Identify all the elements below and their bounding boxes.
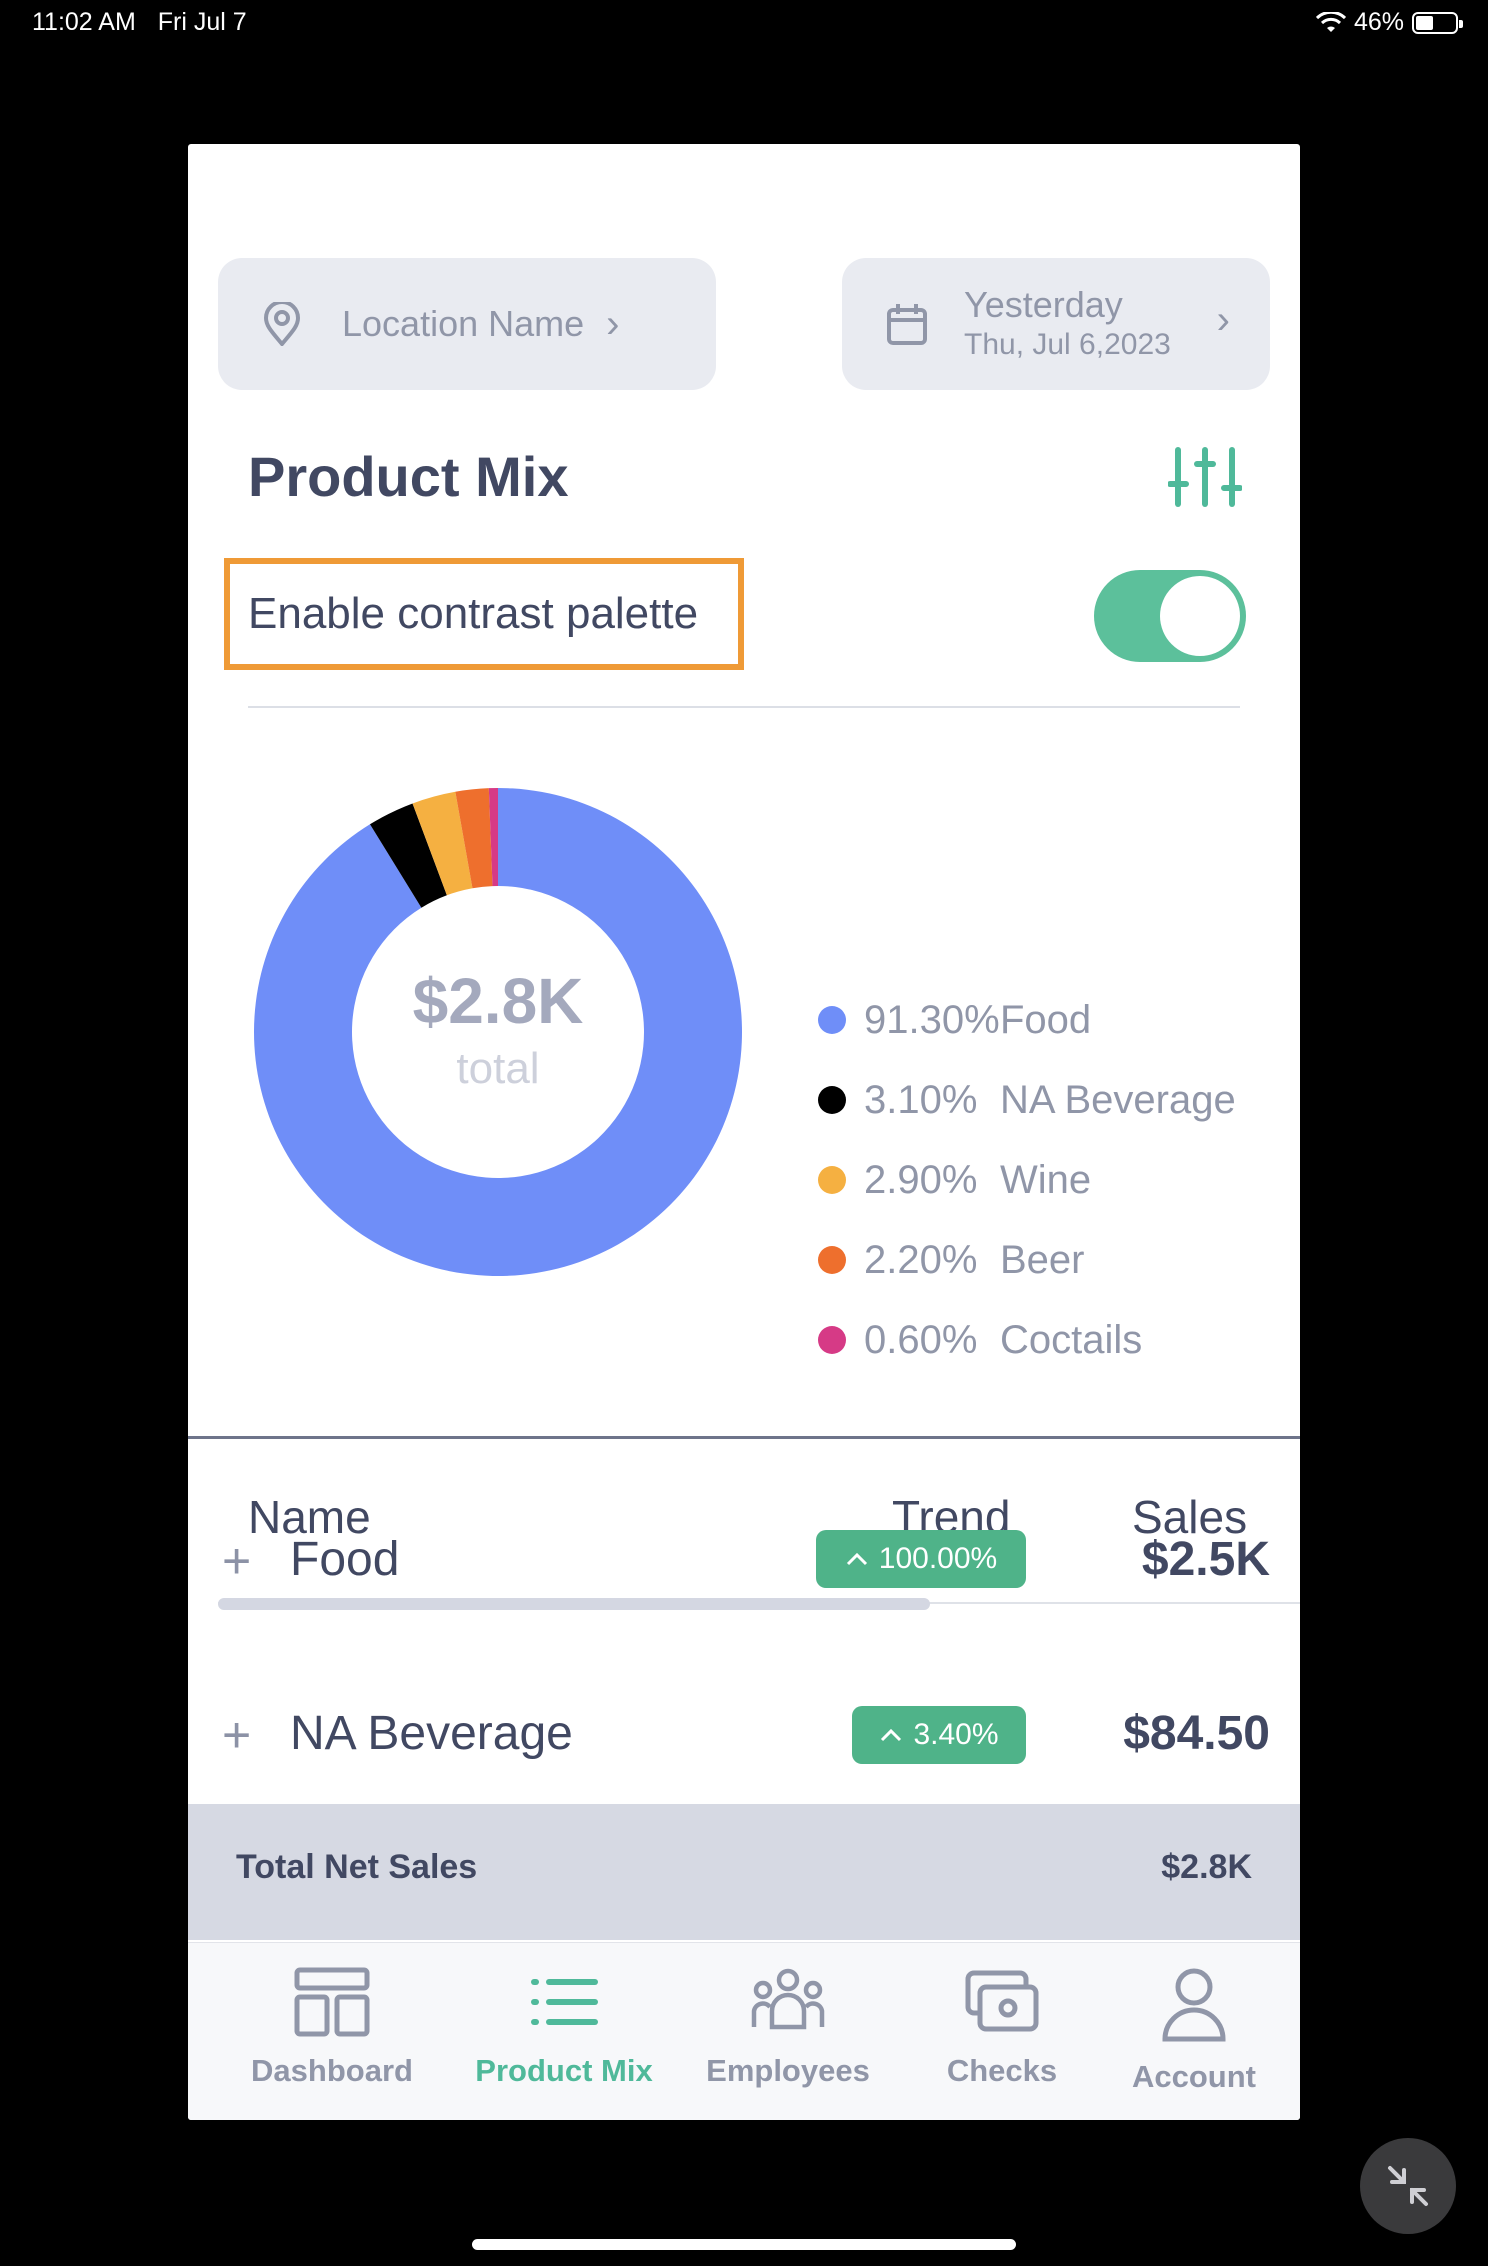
page-title: Product Mix [248,445,569,508]
table-row[interactable]: + Food 100.00% $2.5K [188,1488,1300,1628]
donut-total-value: $2.8K [412,965,584,1037]
list-icon [531,1979,598,2025]
employees-icon [751,1968,825,2030]
legend-item: 91.30% Food [818,980,1236,1060]
legend-percent: 2.20% [864,1237,978,1282]
legend-dot [818,1006,846,1034]
total-net-sales-bar: Total Net Sales $2.8K [188,1804,1300,1940]
battery-percent: 46% [1353,8,1404,36]
contrast-palette-toggle[interactable] [1094,570,1246,662]
legend-name: Food [1000,997,1092,1042]
column-header-name[interactable]: Name [248,1491,371,1543]
trend-value: 3.40% [913,1718,999,1751]
legend-name: Coctails [1000,1317,1143,1362]
status-bar-left: 11:02 AM Fri Jul 7 [32,8,247,37]
trend-value: 100.00% [878,1542,998,1575]
expand-plus-icon[interactable]: + [222,1707,252,1763]
tab-product-mix[interactable]: Product Mix [464,1943,664,2120]
location-selector[interactable]: Location Name › [218,258,716,390]
toggle-knob [1160,576,1240,656]
row-name: Food [290,1533,400,1586]
donut-segment-na-beverage [369,803,447,908]
row-sales: $2.5K [1141,1533,1270,1586]
divider [248,706,1240,708]
legend-dot [818,1246,846,1274]
legend-name: Wine [1000,1157,1092,1202]
contrast-palette-label: Enable contrast palette [248,589,699,638]
legend-item: 2.20% Beer [818,1220,1236,1300]
table-header-divider [188,1436,1300,1439]
status-time: 11:02 AM [32,8,136,36]
date-selector[interactable]: Yesterday Thu, Jul 6,2023 › [842,258,1270,390]
chevron-right-icon: › [606,301,620,346]
donut-legend: 91.30% Food 3.10% NA Beverage 2.90% Wine 2.… [818,980,1236,1380]
status-bar-right: 46% [1315,8,1463,37]
collapse-arrows-icon [1388,2166,1428,2206]
tab-employees[interactable]: Employees [702,1943,874,2120]
donut-chart [254,788,742,1276]
donut-segment-coctails [488,788,498,887]
status-date: Fri Jul 7 [157,8,247,36]
minimize-button[interactable] [1360,2138,1456,2234]
total-net-sales-value: $2.8K [1161,1848,1252,1886]
donut-segment-beer [455,788,493,889]
sales-share-bar [218,1598,930,1610]
trend-badge: 100.00% [816,1530,1026,1588]
location-label: Location Name [342,303,585,344]
tab-label: Account [1132,2059,1256,2094]
tab-account[interactable]: Account [1104,1943,1284,2120]
chevron-right-icon: › [1216,298,1230,342]
legend-name: Beer [1000,1237,1085,1282]
trend-up-icon [846,1552,867,1566]
legend-name: NA Beverage [1000,1077,1236,1122]
trend-up-icon [881,1728,902,1742]
legend-percent: 2.90% [864,1157,978,1202]
account-icon [1162,1968,1226,2042]
bottom-tab-bar: Dashboard Product Mix Employees [188,1942,1300,2120]
battery-icon [1412,11,1463,34]
date-label: Yesterday [964,284,1123,325]
tab-label: Employees [706,2053,870,2088]
legend-percent: 0.60% [864,1317,978,1362]
legend-dot [818,1086,846,1114]
dashboard-icon [294,1967,370,2037]
row-name: NA Beverage [290,1707,573,1760]
donut-total-caption: total [456,1044,540,1093]
calendar-icon [887,304,927,345]
map-pin-icon [263,302,301,346]
legend-percent: 3.10% [864,1077,978,1122]
legend-dot [818,1166,846,1194]
donut-segment-food [254,788,742,1276]
trend-badge: 3.40% [852,1706,1026,1764]
filter-sliders-icon[interactable] [1168,444,1242,510]
contrast-palette-highlight: Enable contrast palette [224,558,744,670]
table-row[interactable]: + NA Beverage 3.40% $84.50 [188,1664,1300,1804]
legend-dot [818,1326,846,1354]
date-text: Yesterday Thu, Jul 6,2023 [964,284,1171,364]
column-header-sales[interactable]: Sales [1132,1491,1248,1543]
donut-segment-wine [412,791,473,896]
app-panel: Location Name › Yesterday Thu, Jul 6,202… [188,144,1300,2120]
tab-checks[interactable]: Checks [932,1943,1072,2120]
legend-item: 0.60% Coctails [818,1300,1236,1380]
expand-plus-icon[interactable]: + [222,1533,252,1589]
tab-label: Checks [946,2053,1058,2088]
checks-icon [965,1970,1039,2032]
legend-percent: 91.30% [864,997,1000,1042]
total-net-sales-label: Total Net Sales [236,1848,478,1886]
tab-label: Product Mix [475,2053,653,2088]
date-value: Thu, Jul 6,2023 [964,328,1171,361]
tab-dashboard[interactable]: Dashboard [242,1943,422,2120]
row-sales: $84.50 [1123,1707,1270,1760]
tab-label: Dashboard [251,2053,413,2088]
wifi-icon [1315,11,1346,32]
legend-item: 3.10% NA Beverage [818,1060,1236,1140]
home-indicator [472,2239,1016,2250]
legend-item: 2.90% Wine [818,1140,1236,1220]
